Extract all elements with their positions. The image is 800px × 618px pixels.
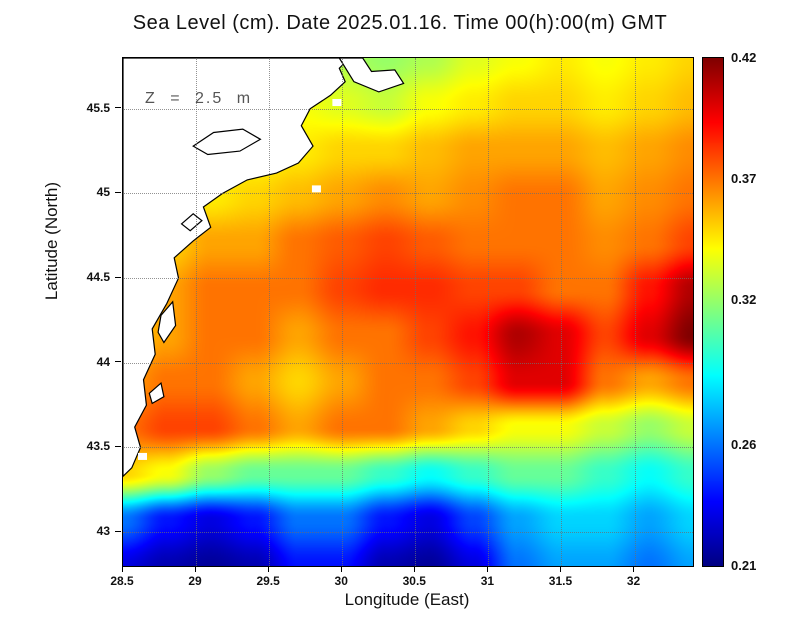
x-tick-mark [121,566,123,572]
y-tick-mark [115,191,121,193]
x-tick-label: 30 [334,574,348,588]
x-tick-label: 31 [480,574,495,588]
x-tick-mark [194,566,196,572]
colorbar-label: 0.42 [731,50,757,65]
colorbar-label: 0.21 [731,558,757,573]
coastline-svg [123,58,405,478]
x-tick-mark [559,566,561,572]
lake-contour [148,381,165,405]
colorbar [702,57,724,567]
data-gap-patch [311,185,321,193]
data-gap-patch [332,99,342,107]
x-axis-label: Longitude (East) [344,590,470,609]
colorbar-canvas [703,58,723,566]
land-mass [123,58,351,478]
y-tick-mark [115,361,121,363]
y-tick-mark [115,107,121,109]
x-tick-label: 30.5 [402,574,426,588]
x-tick-mark [267,566,269,572]
y-tick-label: 45.5 [86,100,110,115]
x-tick-mark [340,566,342,572]
x-tick-label: 32 [626,574,641,588]
x-tick-label: 28.5 [110,574,134,588]
y-tick-label: 45 [96,185,110,200]
x-tick-label: 29.5 [256,574,280,588]
y-tick-mark [115,530,121,532]
colorbar-label: 0.32 [731,291,757,307]
data-gap-patch [138,452,147,460]
lake-contour [192,128,262,156]
colorbar-label: 0.37 [731,170,757,186]
y-tick-mark [115,445,121,447]
y-tick-label: 44 [96,354,110,369]
y-tick-label: 43 [96,524,110,539]
x-tick-label: 29 [188,574,202,588]
x-tick-mark [413,566,415,572]
y-tick-label: 44.5 [86,270,110,285]
y-tick-label: 43.5 [86,439,110,454]
x-tick-mark [486,566,488,572]
chart-title: Sea Level (cm). Date 2025.01.16. Time 00… [132,12,668,34]
depth-annotation: Z = 2.5 m [145,90,253,107]
x-tick-mark [633,566,635,572]
colorbar-label: 0.26 [731,437,757,453]
y-tick-mark [115,276,121,278]
lake-contour [157,300,177,344]
x-tick-label: 31.5 [548,574,573,588]
coastal-spit [338,58,405,93]
plot-area: Z = 2.5 m [122,57,694,567]
y-axis-label: Latitude (North) [42,181,61,301]
